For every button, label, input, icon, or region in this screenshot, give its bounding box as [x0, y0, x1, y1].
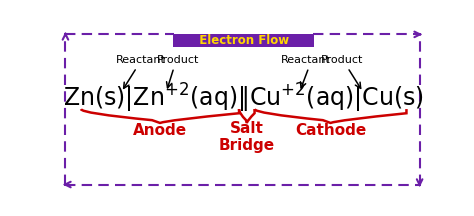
Text: Product: Product [156, 55, 199, 65]
Text: Reactant: Reactant [116, 55, 165, 65]
FancyBboxPatch shape [173, 34, 314, 48]
Text: Electron Flow: Electron Flow [191, 34, 297, 47]
Text: Reactant: Reactant [281, 55, 331, 65]
Text: $\mathrm{Zn(s)|Zn^{+2}(aq)\|Cu^{+2}(aq)|Cu(s)}$: $\mathrm{Zn(s)|Zn^{+2}(aq)\|Cu^{+2}(aq)|… [63, 82, 423, 115]
Text: Anode: Anode [133, 123, 187, 138]
Text: Product: Product [321, 55, 363, 65]
Text: Salt
Bridge: Salt Bridge [219, 121, 275, 153]
Text: Cathode: Cathode [295, 123, 366, 138]
